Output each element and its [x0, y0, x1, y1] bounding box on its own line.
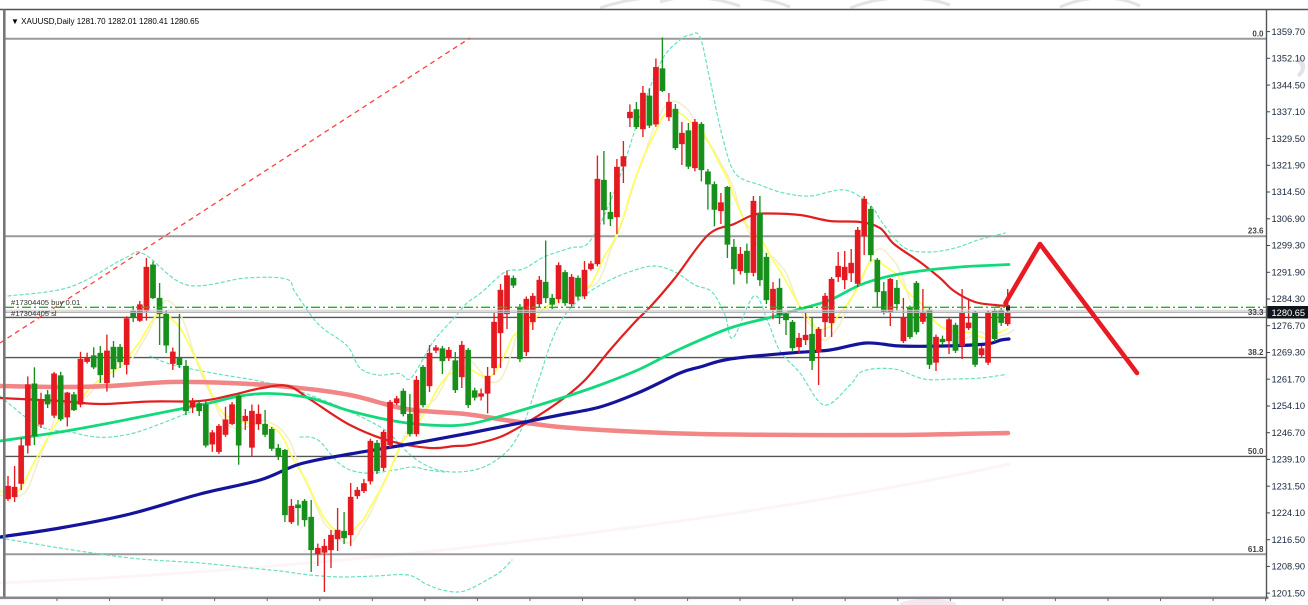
svg-text:1276.70: 1276.70 [1272, 321, 1306, 331]
svg-text:1224.10: 1224.10 [1272, 508, 1306, 518]
svg-text:1239.10: 1239.10 [1272, 455, 1306, 465]
svg-text:1280.65: 1280.65 [1272, 308, 1306, 318]
svg-text:1216.50: 1216.50 [1272, 535, 1306, 545]
svg-text:▼ XAUUSD,Daily 1281.70 1282.0: ▼ XAUUSD,Daily 1281.70 1282.01 1280.41 1… [11, 17, 200, 26]
svg-text:1299.30: 1299.30 [1272, 241, 1306, 251]
svg-text:1231.50: 1231.50 [1272, 481, 1306, 491]
svg-text:33.3: 33.3 [1248, 308, 1264, 317]
svg-text:1201.50: 1201.50 [1272, 588, 1306, 598]
svg-text:1321.90: 1321.90 [1272, 161, 1306, 171]
svg-text:1314.50: 1314.50 [1272, 187, 1306, 197]
svg-text:38.2: 38.2 [1248, 348, 1264, 357]
svg-text:1291.90: 1291.90 [1272, 268, 1306, 278]
svg-text:1261.70: 1261.70 [1272, 374, 1306, 384]
svg-text:23.6: 23.6 [1248, 227, 1264, 236]
svg-text:1246.70: 1246.70 [1272, 428, 1306, 438]
svg-text:1269.30: 1269.30 [1272, 348, 1306, 358]
svg-text:0.0: 0.0 [1252, 29, 1264, 38]
svg-text:1306.90: 1306.90 [1272, 214, 1306, 224]
svg-text:1359.70: 1359.70 [1272, 27, 1306, 37]
svg-text:#17304405 buy 0.01: #17304405 buy 0.01 [11, 298, 80, 307]
svg-text:1329.50: 1329.50 [1272, 134, 1306, 144]
svg-text:1352.10: 1352.10 [1272, 54, 1306, 64]
svg-text:1337.10: 1337.10 [1272, 107, 1306, 117]
svg-text:1284.30: 1284.30 [1272, 294, 1306, 304]
svg-text:1208.90: 1208.90 [1272, 562, 1306, 572]
svg-text:61.8: 61.8 [1248, 545, 1264, 554]
svg-text:#17304405 sl: #17304405 sl [11, 309, 57, 318]
svg-text:50.0: 50.0 [1248, 447, 1264, 456]
svg-text:1344.50: 1344.50 [1272, 80, 1306, 90]
svg-text:1254.10: 1254.10 [1272, 401, 1306, 411]
